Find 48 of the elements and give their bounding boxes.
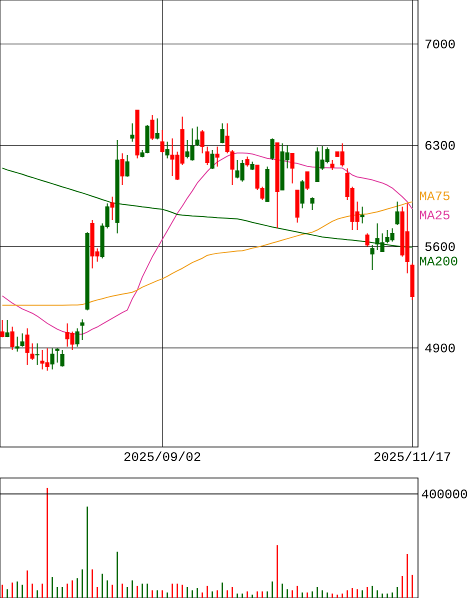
candlestick <box>125 154 130 178</box>
candlestick <box>245 156 250 168</box>
candlestick <box>80 318 84 341</box>
candlestick <box>220 122 224 144</box>
y-tick-label: 7000 <box>426 40 455 48</box>
y-tick-label: 4900 <box>425 344 455 352</box>
candlestick <box>160 129 164 154</box>
candlestick <box>300 180 304 209</box>
series-label: MA75 <box>420 192 450 200</box>
candlestick <box>290 152 294 184</box>
candlestick <box>330 159 334 170</box>
candlestick <box>205 146 210 166</box>
candlestick <box>75 328 80 348</box>
candlestick <box>360 206 364 224</box>
candlestick <box>0 320 4 338</box>
candlestick <box>365 232 370 248</box>
candlestick <box>5 320 10 338</box>
candlestick <box>370 244 374 270</box>
candlestick <box>55 348 60 364</box>
y-tick-label: 6300 <box>425 140 455 150</box>
candlestick <box>270 138 274 160</box>
candlestick <box>10 326 14 351</box>
candlestick <box>120 152 124 186</box>
x-tick-label: 2025/09/02 <box>124 452 200 462</box>
candlestick <box>395 201 400 226</box>
candlestick <box>310 196 314 211</box>
text: 400000 <box>422 490 468 498</box>
candlestick <box>130 122 134 142</box>
candlestick <box>30 342 34 360</box>
candlestick <box>165 141 170 159</box>
candlestick <box>150 114 154 140</box>
candlestick <box>305 171 310 191</box>
series-label: MA25 <box>420 210 450 220</box>
candlestick <box>210 149 214 170</box>
x-tick-label: 2025/11/17 <box>374 452 450 462</box>
candlestick <box>200 129 204 154</box>
candlestick <box>215 146 220 168</box>
candlestick <box>50 348 54 370</box>
series-label: MA200 <box>420 256 458 266</box>
candlestick <box>25 328 30 366</box>
candlestick <box>110 196 114 221</box>
candlestick <box>155 118 160 140</box>
candlestick <box>35 342 40 366</box>
candlestick <box>60 350 64 368</box>
y-tick-label: 5600 <box>425 242 455 252</box>
candlestick <box>20 332 24 348</box>
candlestick <box>15 336 20 352</box>
candlestick <box>195 126 200 147</box>
